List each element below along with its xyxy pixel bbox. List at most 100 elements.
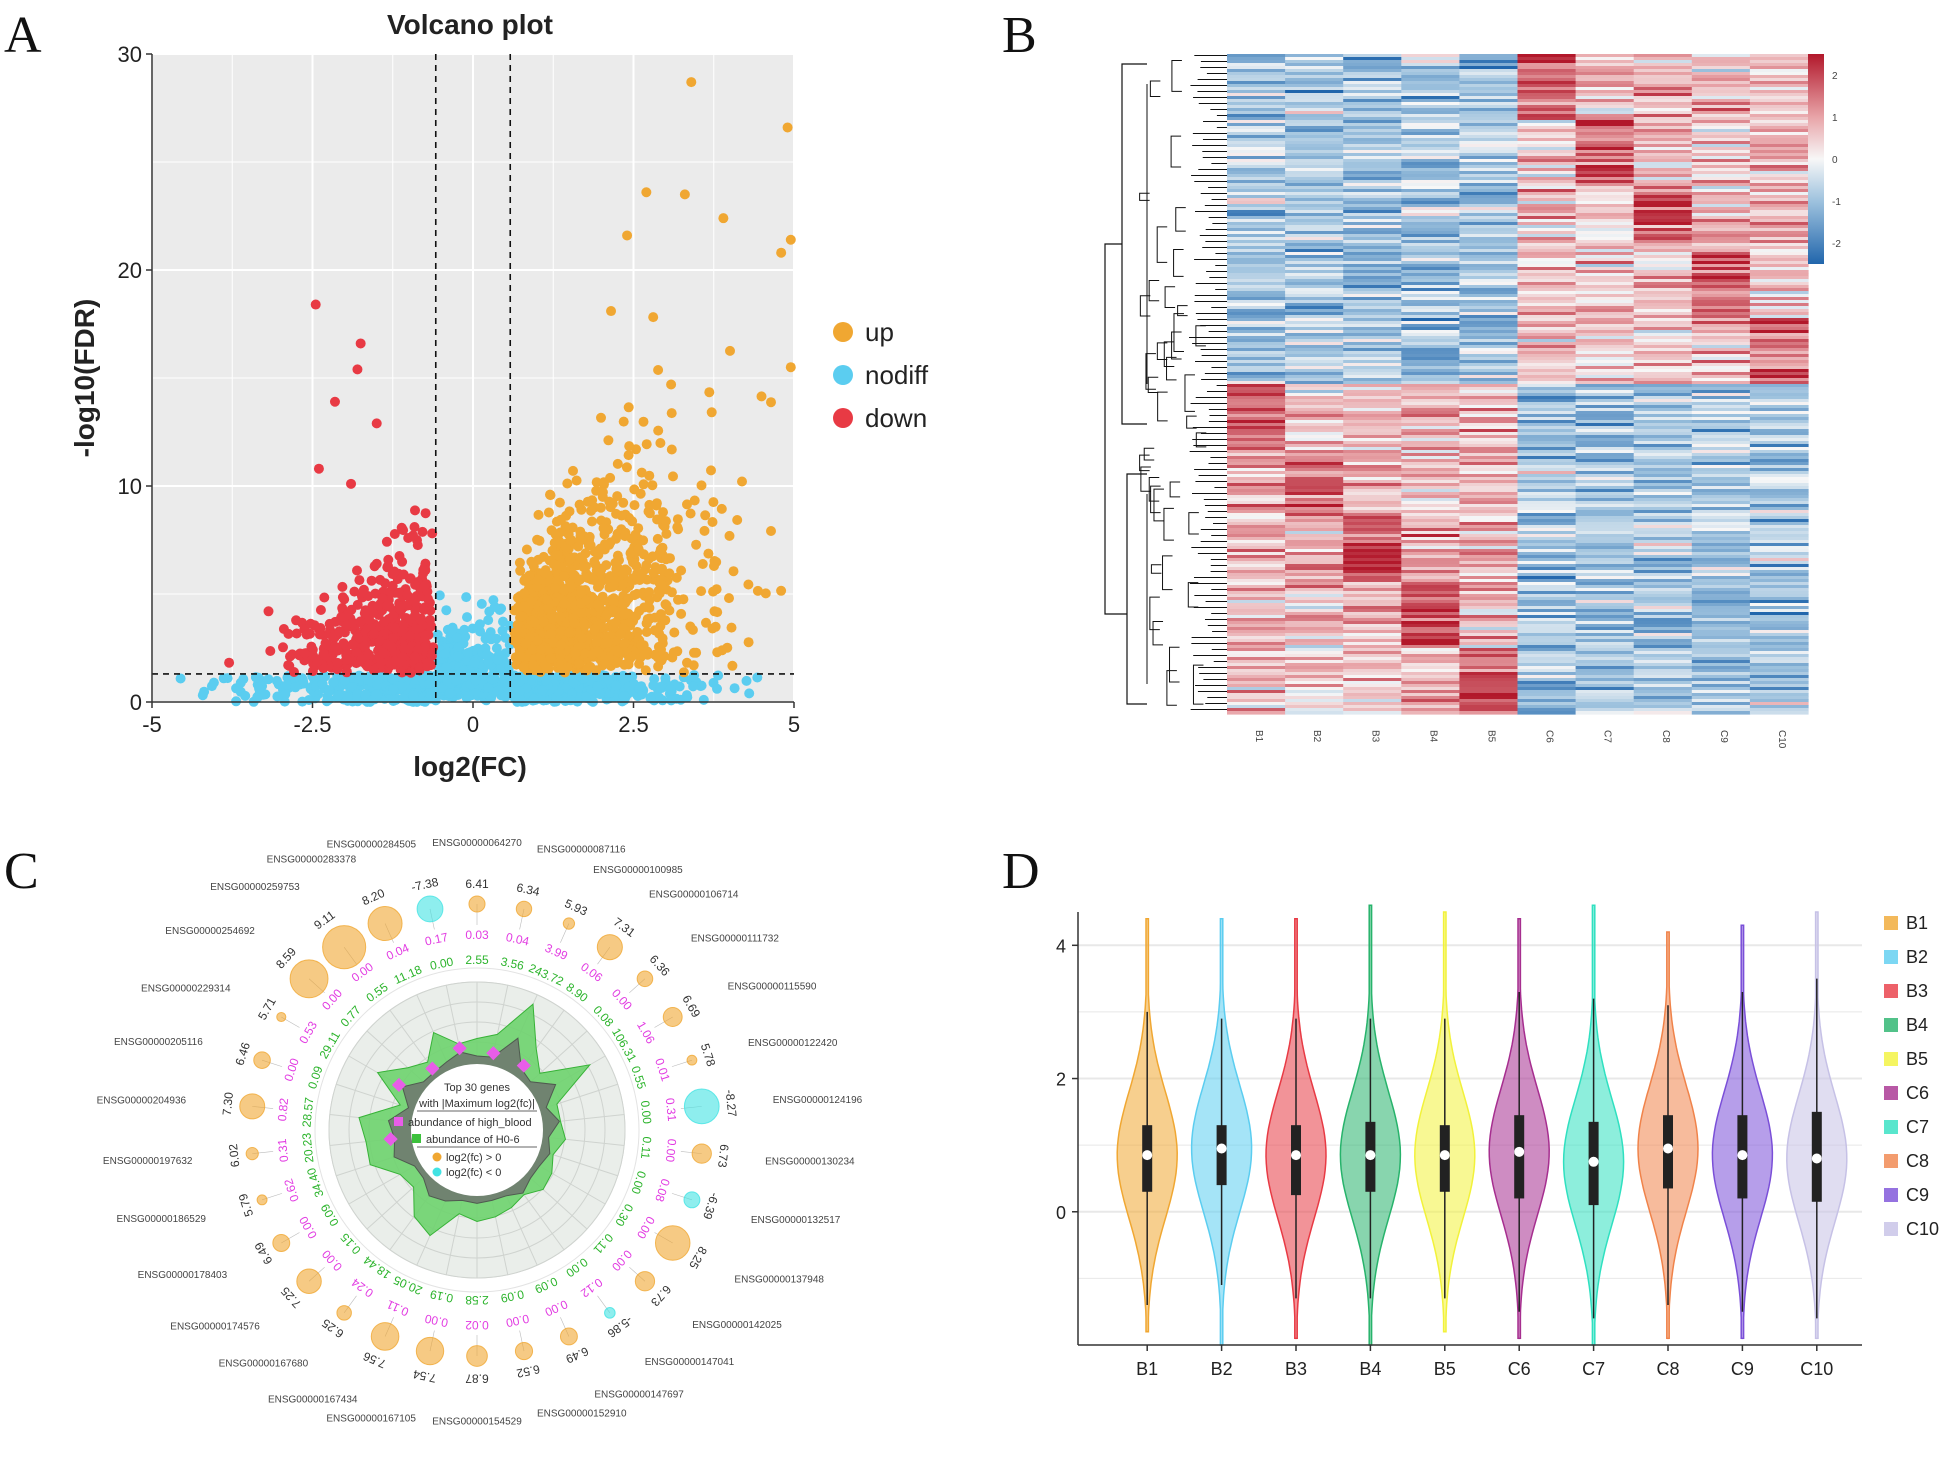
heatmap-cell [1459, 510, 1519, 514]
heatmap-cell [1575, 552, 1635, 556]
up-point [647, 480, 658, 491]
up-point [623, 450, 634, 461]
heatmap-cell [1459, 531, 1519, 535]
nodiff-point [681, 690, 692, 701]
heatmap-cell [1691, 600, 1751, 604]
heatmap-cell [1575, 111, 1635, 115]
heatmap-cell [1285, 552, 1344, 556]
heatmap-cell [1691, 579, 1751, 583]
legend-nodiff-marker [833, 365, 853, 385]
heatmap-cell [1227, 357, 1286, 361]
heatmap-cell [1517, 237, 1577, 241]
heatmap-cell [1749, 546, 1809, 550]
heatmap-cell [1401, 252, 1460, 256]
heatmap-cell [1227, 711, 1286, 715]
heatmap-cell [1285, 372, 1344, 376]
heatmap-cell [1401, 267, 1460, 271]
heatmap-cell [1691, 135, 1751, 139]
heatmap-cell [1343, 687, 1402, 691]
heatmap-cell [1285, 243, 1344, 247]
heatmap-cell [1749, 684, 1809, 688]
heatmap-cell [1227, 654, 1286, 658]
heatmap-cell [1343, 69, 1402, 73]
heatmap-cell [1575, 474, 1635, 478]
heatmap-cell [1285, 582, 1344, 586]
heatmap-cell [1343, 531, 1402, 535]
heatmap-cell [1575, 384, 1635, 388]
up-point [611, 533, 621, 544]
heatmap-cell [1227, 657, 1286, 661]
heatmap-cell [1749, 201, 1809, 205]
heatmap-cell [1749, 423, 1809, 427]
nodiff-point [333, 690, 344, 701]
volcano-x-tick-label: 5 [788, 712, 800, 737]
down-point [310, 299, 321, 310]
heatmap-cell [1401, 222, 1460, 226]
heatmap-cell [1749, 273, 1809, 277]
heatmap-cell [1459, 675, 1519, 679]
heatmap-cell [1401, 300, 1460, 304]
heatmap-cell [1691, 210, 1751, 214]
dendrogram-branch [1164, 286, 1176, 308]
heatmap-cell [1691, 423, 1751, 427]
heatmap-cell [1517, 297, 1577, 301]
heatmap-cell [1575, 423, 1635, 427]
heatmap-cell [1401, 372, 1460, 376]
up-point [704, 387, 715, 398]
heatmap-cell [1749, 105, 1809, 109]
heatmap-cell [1459, 261, 1519, 265]
volcano-title: Volcano plot [387, 9, 553, 40]
dendrogram-branch [1139, 454, 1150, 472]
heatmap-cell [1633, 99, 1693, 103]
heatmap-cell [1459, 342, 1519, 346]
down-point [329, 396, 340, 407]
heatmap-cell [1459, 162, 1519, 166]
heatmap-cells [1227, 54, 1809, 715]
nodiff-point [199, 686, 210, 697]
heatmap-cell [1285, 66, 1344, 70]
nodiff-point [453, 642, 463, 653]
heatmap-cell [1749, 642, 1809, 646]
heatmap-cell [1575, 543, 1635, 547]
up-point [671, 572, 682, 583]
heatmap-cell [1575, 54, 1635, 58]
heatmap-cell [1401, 381, 1460, 385]
heatmap-cell [1517, 609, 1577, 613]
up-point [699, 525, 710, 536]
heatmap-cell [1575, 672, 1635, 676]
heatmap-cell [1285, 495, 1344, 499]
heatmap-cell [1285, 564, 1344, 568]
heatmap-cell [1691, 72, 1751, 76]
heatmap-cell [1227, 363, 1286, 367]
heatmap-cell [1517, 705, 1577, 709]
heatmap-cell [1633, 474, 1693, 478]
heatmap-cell [1749, 471, 1809, 475]
heatmap-cell [1227, 681, 1286, 685]
heatmap-cell [1227, 513, 1286, 517]
heatmap-cell [1401, 246, 1460, 250]
heatmap-cell [1517, 225, 1577, 229]
up-point [587, 495, 598, 506]
heatmap-cell [1285, 246, 1344, 250]
down-point [339, 594, 350, 605]
heatmap-cell [1285, 696, 1344, 700]
heatmap-cell [1517, 588, 1577, 592]
heatmap-cell [1575, 165, 1635, 169]
heatmap-cell [1459, 291, 1519, 295]
heatmap-cell [1227, 639, 1286, 643]
heatmap-cell [1749, 399, 1809, 403]
heatmap-cell [1691, 567, 1751, 571]
heatmap-cell [1633, 228, 1693, 232]
heatmap-cell [1575, 135, 1635, 139]
heatmap-cell [1459, 420, 1519, 424]
down-point [373, 600, 384, 611]
heatmap-cell [1285, 252, 1344, 256]
heatmap-cell [1517, 513, 1577, 517]
heatmap-cell [1285, 312, 1344, 316]
dendrogram-branch [1170, 135, 1182, 168]
heatmap-cell [1691, 60, 1751, 64]
heatmap-cell [1691, 438, 1751, 442]
heatmap-cell [1633, 636, 1693, 640]
heatmap-cell [1459, 384, 1519, 388]
heatmap-cell [1227, 243, 1286, 247]
